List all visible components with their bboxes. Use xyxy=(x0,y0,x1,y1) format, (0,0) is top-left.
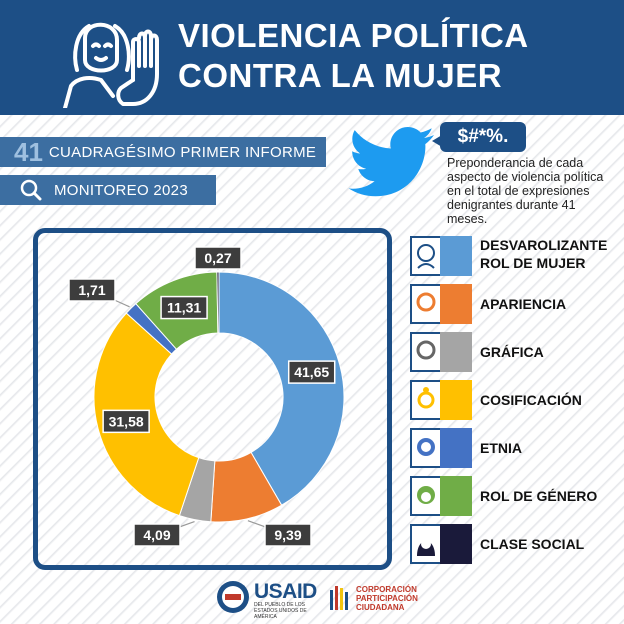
data-label-box xyxy=(133,523,181,547)
legend-label: APARIENCIA xyxy=(480,296,567,312)
woman-face-icon xyxy=(410,524,442,564)
chart-panel xyxy=(33,228,392,570)
twitter-bird-icon xyxy=(348,127,434,197)
legend-item-clase-social: CLASE SOCIAL xyxy=(410,524,620,564)
report-label: CUADRAGÉSIMO PRIMER INFORME xyxy=(48,143,317,161)
woman-face-icon xyxy=(410,476,442,516)
legend-swatch xyxy=(440,428,472,468)
donut-slice xyxy=(216,271,220,334)
legend-item-rol-de-genero: ROL DE GÉNERO xyxy=(410,476,620,516)
woman-face-icon xyxy=(410,428,442,468)
data-label: 11,31 xyxy=(167,300,201,316)
legend-label: ROL DE GÉNERO xyxy=(480,488,598,504)
data-label-box xyxy=(287,360,336,384)
report-banner: 41 CUADRAGÉSIMO PRIMER INFORME xyxy=(0,137,326,167)
report-number: 41 xyxy=(14,136,43,167)
data-label-box xyxy=(68,278,116,302)
legend-swatch xyxy=(440,476,472,516)
woman-face-icon xyxy=(410,284,442,324)
title-line-2: CONTRA LA MUJER xyxy=(178,57,503,94)
data-label: 31,58 xyxy=(109,413,144,429)
speech-bubble: $#*%. xyxy=(440,122,526,152)
donut-slice xyxy=(218,271,345,506)
legend-swatch xyxy=(440,284,472,324)
legend-swatch xyxy=(440,236,472,276)
data-label: 9,39 xyxy=(274,527,301,543)
monitor-banner: MONITOREO 2023 xyxy=(0,175,216,205)
legend-swatch xyxy=(440,380,472,420)
legend-label: DESVAROLIZANTE ROL DE MUJER xyxy=(480,237,608,271)
woman-stop-hand-icon xyxy=(63,22,159,108)
legend-item-desvalorizante: DESVAROLIZANTE ROL DE MUJER xyxy=(410,236,620,276)
woman-face-icon xyxy=(410,236,442,276)
data-label-box xyxy=(194,246,242,270)
data-label-box xyxy=(160,295,208,320)
page-title: VIOLENCIA POLÍTICA CONTRA LA MUJER xyxy=(178,16,618,96)
legend-swatch xyxy=(440,332,472,372)
usaid-tagline: DEL PUEBLO DE LOS ESTADOS UNIDOS DE AMÉR… xyxy=(254,602,307,620)
data-label: 1,71 xyxy=(78,282,105,298)
legend-item-apariencia: APARIENCIA xyxy=(410,284,620,324)
woman-face-icon xyxy=(410,332,442,372)
legend-item-grafica: GRÁFICA xyxy=(410,332,620,372)
data-label: 41,65 xyxy=(294,364,329,380)
usaid-seal-icon xyxy=(217,581,249,613)
data-label-box xyxy=(264,523,312,547)
usaid-wordmark: USAID xyxy=(254,580,317,603)
tweet-description: Preponderancia de cada aspecto de violen… xyxy=(447,156,604,226)
data-label: 4,09 xyxy=(143,527,170,543)
legend-label: COSIFICACIÓN xyxy=(480,392,582,408)
cpc-logo: CORPORACIÓN PARTICIPACIÓN CIUDADANA xyxy=(328,582,438,616)
data-label: 0,27 xyxy=(204,250,231,266)
legend-item-cosificacion: COSIFICACIÓN xyxy=(410,380,620,420)
magnifier-icon xyxy=(20,179,42,201)
bubble-tail xyxy=(432,135,442,147)
cpc-figures-icon xyxy=(330,586,348,610)
legend-label: CLASE SOCIAL xyxy=(480,536,585,552)
title-line-1: VIOLENCIA POLÍTICA xyxy=(178,17,529,54)
legend-label: ETNIA xyxy=(480,440,522,456)
legend-swatch xyxy=(440,524,472,564)
data-label-box xyxy=(102,409,150,434)
woman-face-icon xyxy=(410,380,442,420)
cpc-wordmark: CORPORACIÓN PARTICIPACIÓN CIUDADANA xyxy=(356,585,418,612)
monitor-label: MONITOREO 2023 xyxy=(54,181,188,199)
legend-label: GRÁFICA xyxy=(480,344,544,360)
usaid-logo: USAID DEL PUEBLO DE LOS ESTADOS UNIDOS D… xyxy=(216,580,322,620)
header-banner: VIOLENCIA POLÍTICA CONTRA LA MUJER xyxy=(0,0,624,115)
legend-item-etnia: ETNIA xyxy=(410,428,620,468)
